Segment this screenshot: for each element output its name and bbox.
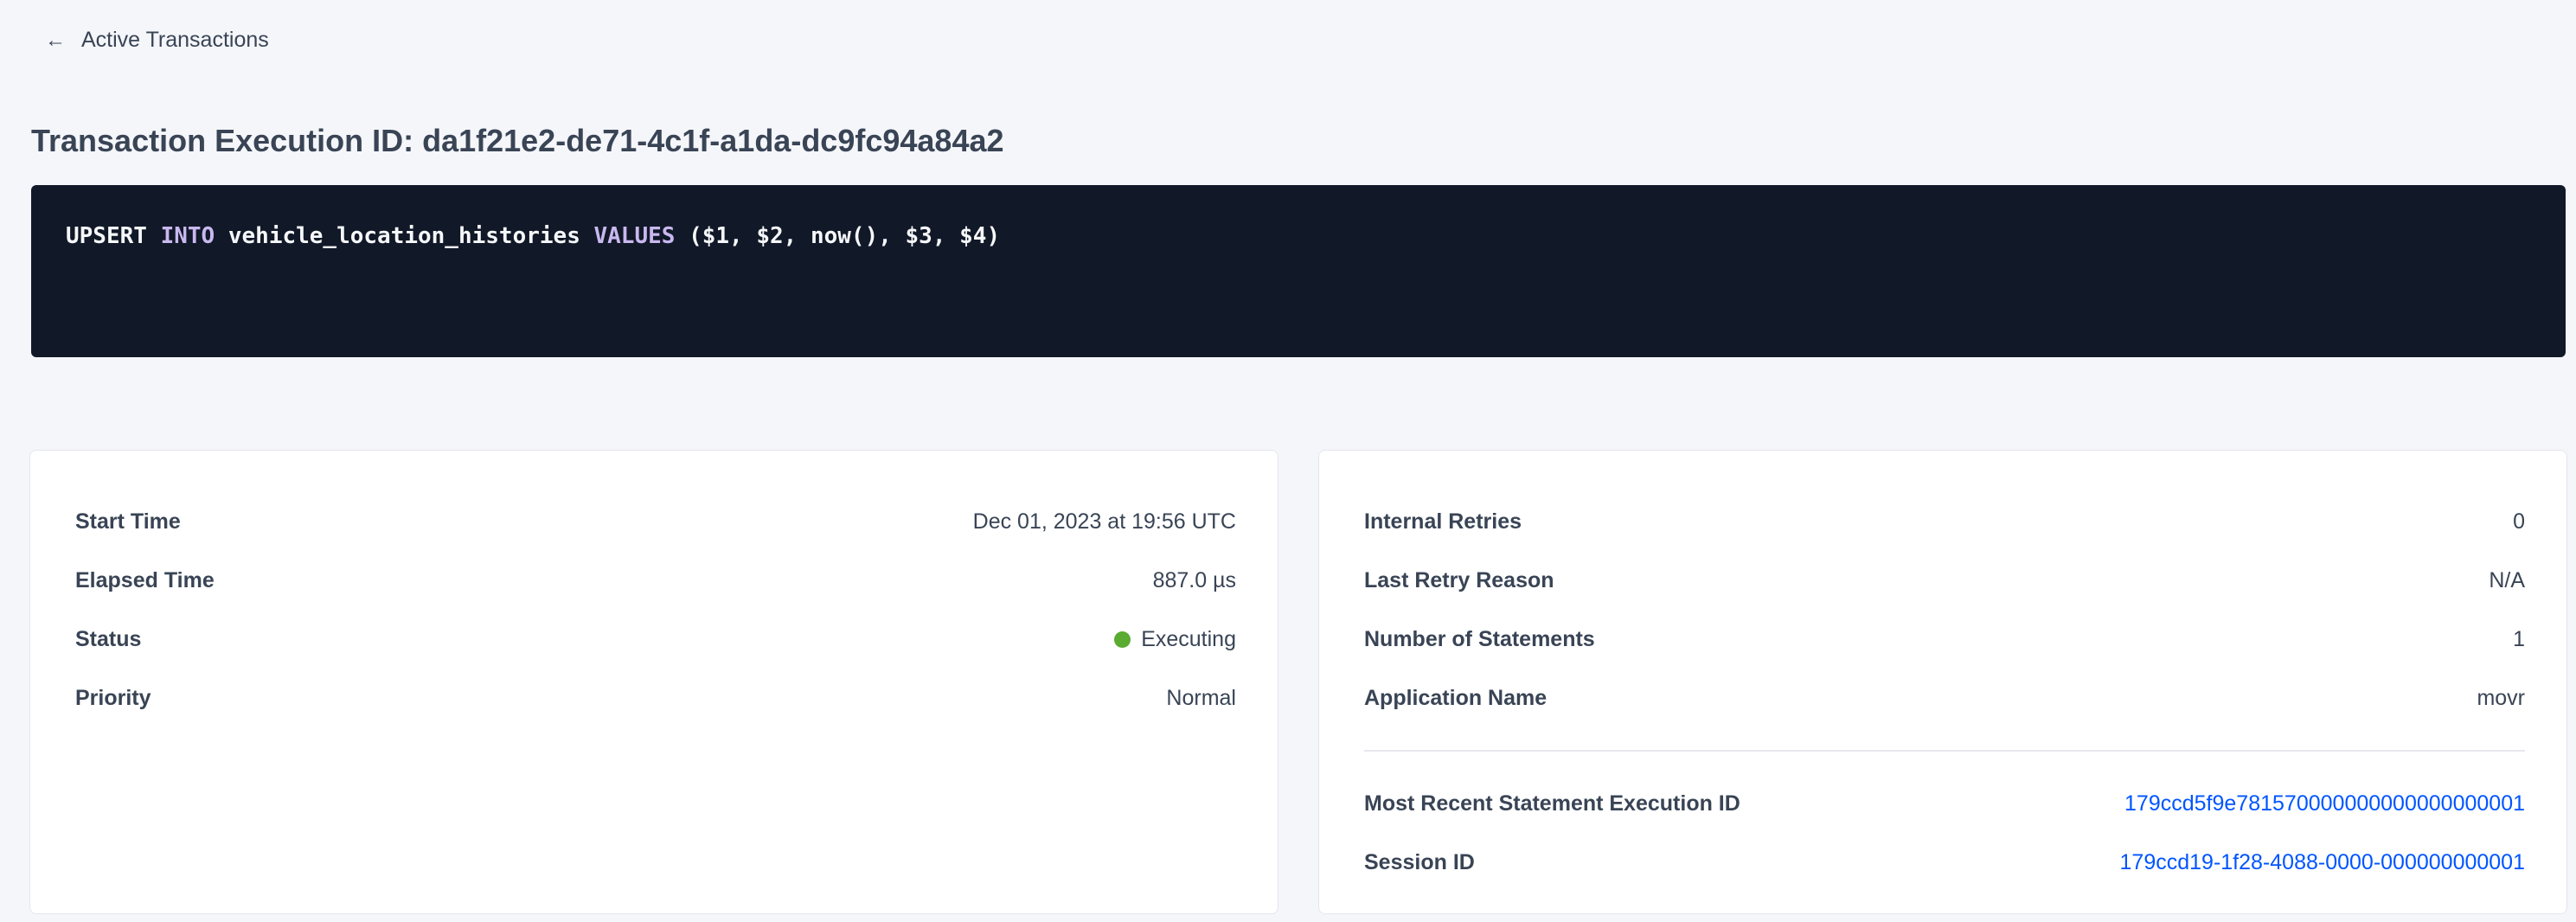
back-link-label: Active Transactions <box>81 28 269 52</box>
row-value: 887.0 µs <box>1152 567 1236 592</box>
divider <box>1364 750 2525 752</box>
status-dot-icon <box>1114 631 1131 648</box>
transaction-details-card: Internal Retries 0 Last Retry Reason N/A… <box>1318 450 2567 914</box>
page-title: Transaction Execution ID: da1f21e2-de71-… <box>31 123 1004 158</box>
row-value: 0 <box>2513 509 2525 534</box>
internal-retries-row: Internal Retries 0 <box>1364 492 2525 551</box>
row-label: Priority <box>75 685 151 710</box>
sql-token: UPSERT <box>66 223 161 249</box>
row-label: Last Retry Reason <box>1364 567 1554 592</box>
arrow-left-icon: ← <box>45 28 66 52</box>
row-label: Application Name <box>1364 685 1548 710</box>
sql-keyword: INTO <box>160 223 215 249</box>
row-value: Normal <box>1166 685 1236 710</box>
status-row: Status Executing <box>75 610 1236 669</box>
row-label: Status <box>75 626 142 651</box>
start-time-row: Start Time Dec 01, 2023 at 19:56 UTC <box>75 492 1236 551</box>
row-label: Session ID <box>1364 849 1475 874</box>
row-value: Dec 01, 2023 at 19:56 UTC <box>972 509 1236 534</box>
statement-execution-id-link[interactable]: 179ccd5f9e781570000000000000000001 <box>2124 791 2525 816</box>
sql-keyword: VALUES <box>593 223 676 249</box>
number-of-statements-row: Number of Statements 1 <box>1364 610 2525 669</box>
application-name-row: Application Name movr <box>1364 669 2525 727</box>
row-value: 1 <box>2513 626 2525 651</box>
sql-token: ($1, $2, now(), $3, $4) <box>675 223 1001 249</box>
session-id-link[interactable]: 179ccd19-1f28-4088-0000-000000000001 <box>2119 849 2525 874</box>
elapsed-time-row: Elapsed Time 887.0 µs <box>75 551 1236 610</box>
priority-row: Priority Normal <box>75 669 1236 727</box>
row-value: movr <box>2477 685 2525 710</box>
last-retry-reason-row: Last Retry Reason N/A <box>1364 551 2525 610</box>
back-link[interactable]: ← Active Transactions <box>45 28 269 53</box>
sql-statement: UPSERT INTO vehicle_location_histories V… <box>31 185 2566 357</box>
status-badge: Executing <box>1114 627 1236 652</box>
row-label: Number of Statements <box>1364 626 1595 651</box>
transaction-summary-card: Start Time Dec 01, 2023 at 19:56 UTC Ela… <box>29 450 1278 914</box>
statement-execution-id-row: Most Recent Statement Execution ID 179cc… <box>1364 774 2525 833</box>
row-label: Elapsed Time <box>75 567 215 592</box>
row-label: Internal Retries <box>1364 509 1522 534</box>
sql-token: vehicle_location_histories <box>215 223 594 249</box>
row-label: Most Recent Statement Execution ID <box>1364 791 1740 816</box>
row-value: N/A <box>2489 567 2525 592</box>
status-text: Executing <box>1141 626 1236 651</box>
row-label: Start Time <box>75 509 181 534</box>
session-id-row: Session ID 179ccd19-1f28-4088-0000-00000… <box>1364 833 2525 892</box>
